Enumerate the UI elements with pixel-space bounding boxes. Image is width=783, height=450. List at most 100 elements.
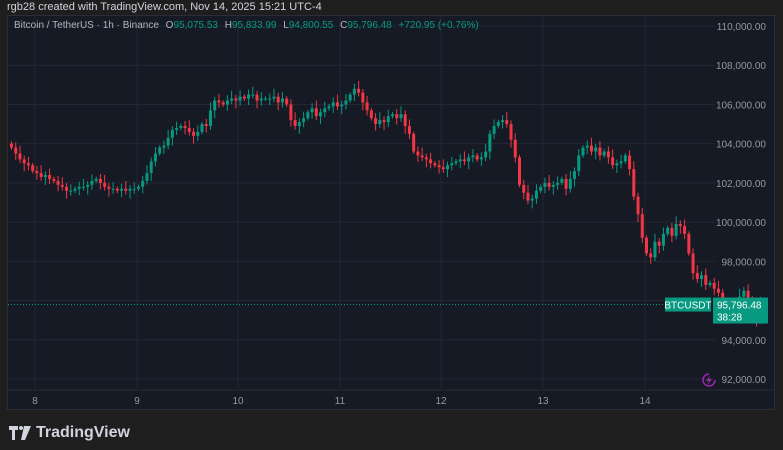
candle-body xyxy=(272,96,276,99)
candle-body xyxy=(666,227,670,234)
candle-body xyxy=(467,157,471,162)
candle-body xyxy=(170,129,174,138)
candle-body xyxy=(192,131,196,136)
candle-body xyxy=(340,104,344,107)
candle-body xyxy=(488,133,492,152)
candle-body xyxy=(187,127,191,132)
candle-body xyxy=(73,188,77,191)
candle-body xyxy=(471,155,475,158)
symbol-label[interactable]: Bitcoin / TetherUS · 1h · Binance xyxy=(14,20,159,31)
candle-body xyxy=(678,224,682,227)
candle-body xyxy=(645,237,648,254)
time-axis-label: 8 xyxy=(32,396,38,407)
time-axis-label: 12 xyxy=(435,396,447,407)
candle-body xyxy=(145,173,149,181)
candle-body xyxy=(501,120,505,123)
countdown-text: 38:28 xyxy=(717,313,742,324)
candle-body xyxy=(479,157,483,160)
candle-body xyxy=(352,88,356,95)
candle-body xyxy=(378,120,382,125)
last-price-text: 95,796.48 xyxy=(717,301,762,312)
candle-body xyxy=(327,106,331,109)
candle-body xyxy=(522,184,526,193)
candle-body xyxy=(386,116,390,123)
candle-body xyxy=(230,98,234,101)
candle-body xyxy=(18,153,22,160)
candle-body xyxy=(742,290,746,297)
candle-body xyxy=(429,159,433,164)
change-value: +720.95 (+0.76%) xyxy=(398,20,479,31)
time-axis-label: 9 xyxy=(134,396,140,407)
candle-body xyxy=(213,100,217,111)
candle-body xyxy=(611,157,615,166)
price-axis-label: 106,000.00 xyxy=(716,100,766,111)
candle-body xyxy=(589,145,593,152)
time-axis-label: 14 xyxy=(639,396,651,407)
tradingview-logo[interactable]: TradingView xyxy=(9,424,130,442)
candle-body xyxy=(416,151,420,156)
candle-body xyxy=(551,184,555,187)
candle-body xyxy=(420,155,424,158)
candle-body xyxy=(412,133,416,152)
candle-body xyxy=(77,186,81,189)
candle-body xyxy=(462,159,466,162)
chart-frame[interactable] xyxy=(7,15,775,410)
candle-body xyxy=(111,188,115,190)
price-axis-label: 94,000.00 xyxy=(722,336,767,347)
candle-body xyxy=(424,157,428,160)
symbol-badge xyxy=(665,297,711,312)
candle-body xyxy=(132,188,136,190)
candle-body xyxy=(43,175,47,177)
candle-body xyxy=(314,108,318,117)
candle-body xyxy=(433,163,437,166)
candle-body xyxy=(137,186,140,189)
candle-body xyxy=(365,102,369,111)
candle-body xyxy=(437,165,441,168)
candle-body xyxy=(348,94,352,101)
candle-body xyxy=(86,184,90,187)
candle-body xyxy=(399,114,403,119)
candle-body xyxy=(704,275,708,285)
candle-body xyxy=(115,188,119,191)
candle-body xyxy=(623,155,627,162)
candle-body xyxy=(716,288,720,293)
candle-body xyxy=(708,282,712,285)
candle-body xyxy=(712,282,716,289)
candle-body xyxy=(543,182,547,187)
candle-body xyxy=(10,143,13,148)
candle-body xyxy=(297,122,301,127)
candle-body xyxy=(391,114,394,117)
candle-body xyxy=(632,169,636,197)
candle-body xyxy=(606,151,610,158)
high-value: 95,833.99 xyxy=(231,20,277,31)
close-key: C xyxy=(340,20,348,31)
candle-body xyxy=(183,126,187,128)
candle-body xyxy=(395,114,399,119)
candle-body xyxy=(573,171,577,179)
low-key: L xyxy=(283,20,289,31)
candle-body xyxy=(259,98,263,101)
candle-body xyxy=(225,100,229,105)
candle-body xyxy=(200,124,204,132)
candle-body xyxy=(661,233,665,246)
candle-body xyxy=(568,178,572,189)
candle-body xyxy=(492,126,496,134)
close-value: 95,796.48 xyxy=(347,20,392,31)
price-axis-label: 104,000.00 xyxy=(716,140,766,151)
candle-body xyxy=(458,159,462,162)
time-axis-label: 10 xyxy=(232,396,244,407)
candle-body xyxy=(251,94,255,96)
candle-body xyxy=(374,118,378,125)
candle-body xyxy=(81,186,85,188)
candle-body xyxy=(640,214,644,238)
candle-body xyxy=(446,165,450,170)
lightning-alert-icon[interactable] xyxy=(702,373,716,387)
candle-body xyxy=(124,188,128,191)
price-axis-label: 100,000.00 xyxy=(716,218,766,229)
candle-body xyxy=(234,98,238,101)
candle-body xyxy=(48,175,52,179)
candle-body xyxy=(581,147,585,156)
candle-body xyxy=(69,190,73,192)
candle-body xyxy=(196,131,200,136)
